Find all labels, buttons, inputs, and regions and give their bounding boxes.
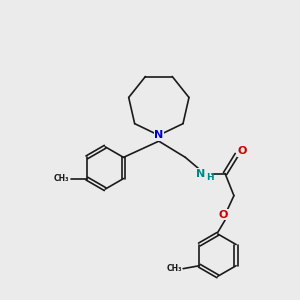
Text: O: O — [219, 210, 228, 220]
Text: CH₃: CH₃ — [54, 174, 69, 183]
Text: O: O — [238, 146, 247, 157]
Text: N: N — [196, 169, 206, 178]
Text: N: N — [154, 130, 164, 140]
Text: CH₃: CH₃ — [166, 264, 182, 273]
Text: H: H — [206, 172, 214, 182]
